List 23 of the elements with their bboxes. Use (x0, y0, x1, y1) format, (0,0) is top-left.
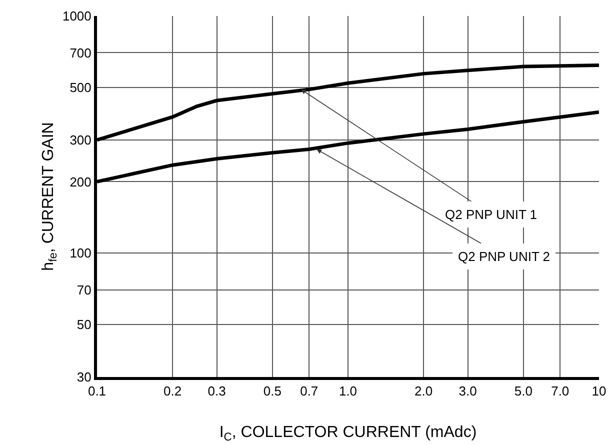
y-tick-label: 700 (70, 45, 92, 60)
y-tick-label: 500 (70, 80, 92, 95)
y-tick-label: 100 (70, 246, 92, 261)
x-axis-title: I$_{C}$, COLLECTOR CURRENT (mAdc) (219, 424, 477, 444)
y-tick-label: 1000 (62, 8, 92, 24)
y-tick-label: 70 (76, 282, 92, 298)
x-tick-label: 5.0 (514, 384, 532, 399)
x-tick-label: 1.0 (338, 384, 358, 399)
x-tick-label: 0.2 (164, 384, 182, 399)
y-tick-label: 30 (76, 370, 92, 385)
x-tick-label: 0.3 (208, 384, 226, 399)
annotation: Q2 PNP UNIT 1 (445, 207, 537, 222)
x-tick-label: 0.5 (263, 384, 282, 399)
x-tick-label: 10 (592, 384, 606, 399)
y-tick-label: 50 (76, 316, 92, 332)
y-tick-label: 300 (70, 132, 92, 148)
x-tick-label: 0.1 (88, 384, 106, 399)
y-tick-label: 200 (70, 174, 92, 190)
annotation: Q2 PNP UNIT 2 (458, 249, 550, 264)
x-tick-label: 3.0 (458, 384, 477, 399)
x-tick-label: 7.0 (551, 384, 570, 399)
x-tick-label: 0.7 (300, 384, 318, 399)
x-tick-label: 2.0 (414, 384, 433, 399)
